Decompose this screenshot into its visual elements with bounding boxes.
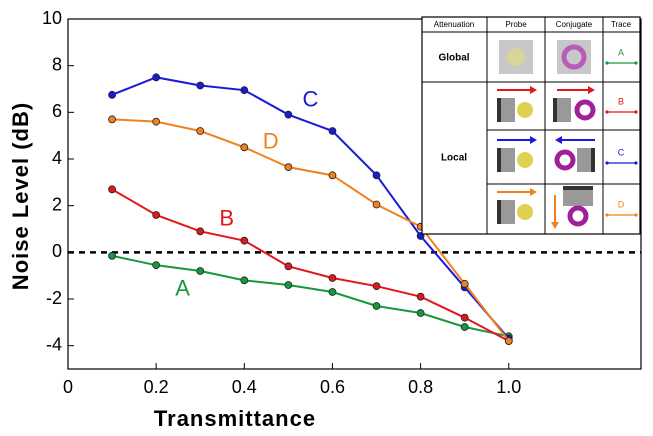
data-point bbox=[196, 81, 205, 90]
trace-label: A bbox=[618, 47, 624, 57]
trace-dot bbox=[634, 61, 638, 65]
row-label: Global bbox=[438, 53, 469, 64]
x-tick-label: 0.2 bbox=[144, 377, 169, 397]
table-grid bbox=[422, 17, 640, 234]
trace-dot bbox=[605, 61, 609, 65]
data-point bbox=[196, 127, 205, 135]
series-line bbox=[111, 188, 510, 342]
trace-dot bbox=[605, 161, 609, 165]
table-header: Probe bbox=[505, 20, 527, 29]
trace-label: D bbox=[618, 199, 625, 209]
y-tick-label: 10 bbox=[42, 8, 62, 28]
table-header: Trace bbox=[611, 20, 632, 29]
data-point bbox=[196, 267, 205, 275]
y-tick-label: 8 bbox=[52, 54, 62, 74]
series-line bbox=[111, 254, 509, 338]
data-point bbox=[372, 282, 381, 291]
series-label: C bbox=[302, 86, 318, 111]
x-tick-label: 0.6 bbox=[320, 377, 345, 397]
data-point bbox=[460, 323, 469, 331]
data-point bbox=[108, 90, 116, 99]
y-tick-label: 2 bbox=[52, 194, 62, 214]
data-point bbox=[152, 261, 161, 270]
data-point bbox=[328, 274, 337, 282]
y-tick-label: 0 bbox=[52, 241, 62, 261]
y-tick-label: -2 bbox=[46, 288, 62, 308]
trace-dot bbox=[634, 213, 638, 217]
data-point bbox=[284, 262, 293, 271]
table-header: Attenuation bbox=[434, 20, 474, 29]
data-point bbox=[240, 86, 249, 95]
plot-frame bbox=[67, 18, 642, 370]
data-point bbox=[108, 251, 116, 260]
data-point bbox=[284, 110, 293, 119]
data-point bbox=[372, 200, 381, 209]
data-point bbox=[284, 163, 293, 172]
x-tick-label: 0.4 bbox=[232, 377, 257, 397]
trace-label: C bbox=[618, 147, 625, 157]
data-point bbox=[152, 117, 161, 126]
trace-label: B bbox=[618, 96, 624, 106]
data-point bbox=[328, 171, 337, 180]
trace-dot bbox=[634, 161, 638, 165]
data-point bbox=[460, 279, 469, 288]
series-label: A bbox=[175, 275, 190, 300]
data-point bbox=[504, 337, 513, 345]
data-point bbox=[152, 211, 161, 219]
data-point bbox=[108, 115, 116, 124]
data-point bbox=[108, 185, 116, 194]
y-tick-label: 4 bbox=[52, 148, 62, 168]
table-header: Conjugate bbox=[556, 20, 593, 29]
data-point bbox=[460, 313, 469, 322]
trace-dot bbox=[605, 110, 609, 114]
data-point bbox=[240, 276, 249, 285]
x-tick-label: 0 bbox=[63, 377, 73, 397]
x-axis-title: Transmittance bbox=[154, 406, 316, 431]
y-tick-label: 6 bbox=[52, 101, 62, 121]
data-point bbox=[240, 143, 249, 152]
row-label: Local bbox=[441, 153, 467, 164]
data-point bbox=[416, 292, 425, 301]
data-point bbox=[196, 227, 205, 236]
x-tick-label: 0.8 bbox=[408, 377, 433, 397]
data-point bbox=[328, 288, 337, 296]
data-point bbox=[152, 73, 161, 82]
data-point bbox=[328, 127, 337, 135]
data-point bbox=[416, 309, 425, 317]
x-tick-label: 1.0 bbox=[496, 377, 521, 397]
series-label: D bbox=[263, 128, 279, 153]
icons bbox=[497, 40, 596, 229]
data-point bbox=[372, 302, 381, 310]
y-tick-label: -4 bbox=[46, 334, 62, 354]
series-line bbox=[111, 76, 510, 340]
data-point bbox=[372, 171, 381, 180]
series-label: B bbox=[219, 205, 234, 230]
data-point bbox=[284, 281, 293, 289]
inset-table: Attenuation Probe Conjugate Trace Global… bbox=[421, 16, 641, 235]
data-point bbox=[240, 236, 249, 245]
y-axis-title: Noise Level (dB) bbox=[8, 102, 33, 290]
trace-dot bbox=[634, 110, 638, 114]
series-line bbox=[112, 118, 510, 342]
trace-dot bbox=[605, 213, 609, 217]
